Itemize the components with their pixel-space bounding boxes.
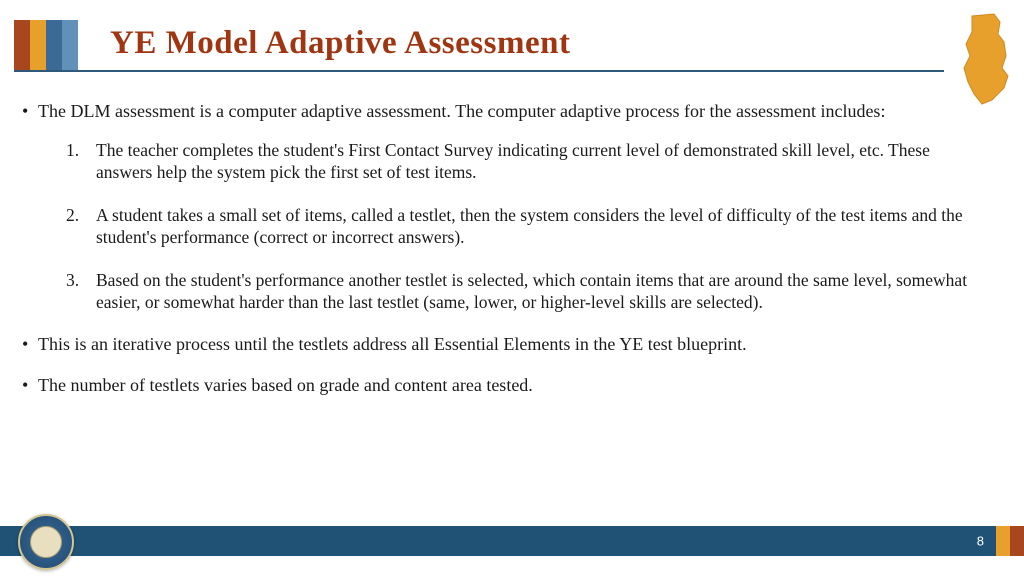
step-text: The teacher completes the student's Firs… — [96, 140, 930, 182]
nj-doe-seal-icon — [18, 514, 74, 570]
step-text: A student takes a small set of items, ca… — [96, 205, 963, 247]
steps-list: 1. The teacher completes the student's Fi… — [66, 139, 984, 313]
iterative-text: This is an iterative process until the t… — [38, 334, 747, 354]
stripe-4 — [62, 20, 78, 72]
footer-main: 8 — [0, 526, 996, 556]
iterative-bullet: This is an iterative process until the t… — [20, 333, 984, 356]
header-stripes — [14, 20, 78, 72]
nj-state-icon — [954, 12, 1014, 107]
title-underline — [14, 70, 944, 72]
step-num: 2. — [66, 204, 79, 226]
number-text: The number of testlets varies based on g… — [38, 375, 533, 395]
slide-title: YE Model Adaptive Assessment — [110, 25, 944, 62]
main-bullet-list: The DLM assessment is a computer adaptiv… — [20, 100, 984, 397]
seal-inner — [30, 526, 62, 558]
step-num: 3. — [66, 269, 79, 291]
footer-stripe-2 — [1010, 526, 1024, 556]
stripe-2 — [30, 20, 46, 72]
page-number: 8 — [977, 534, 984, 549]
footer-stripe-1 — [996, 526, 1010, 556]
number-bullet: The number of testlets varies based on g… — [20, 374, 984, 397]
stripe-1 — [14, 20, 30, 72]
step-1: 1. The teacher completes the student's Fi… — [66, 139, 984, 184]
step-num: 1. — [66, 139, 79, 161]
stripe-3 — [46, 20, 62, 72]
intro-text: The DLM assessment is a computer adaptiv… — [38, 101, 885, 121]
intro-bullet: The DLM assessment is a computer adaptiv… — [20, 100, 984, 313]
title-area: YE Model Adaptive Assessment — [110, 25, 944, 62]
content-area: The DLM assessment is a computer adaptiv… — [20, 100, 984, 415]
step-2: 2. A student takes a small set of items, … — [66, 204, 984, 249]
step-3: 3. Based on the student's performance ano… — [66, 269, 984, 314]
step-text: Based on the student's performance anoth… — [96, 270, 967, 312]
footer-bar: 8 — [0, 526, 1024, 556]
